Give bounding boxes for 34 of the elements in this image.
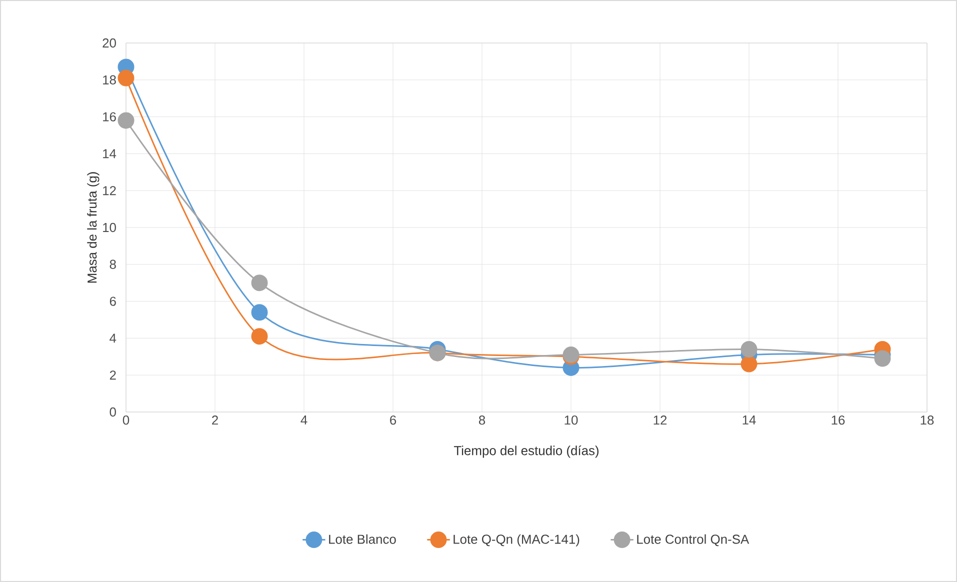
y-tick-label: 0 <box>110 407 116 417</box>
x-tick-label: 16 <box>832 416 845 425</box>
x-tick-label: 6 <box>390 416 396 425</box>
x-tick-label: 0 <box>122 416 130 425</box>
x-tick-label: 2 <box>212 416 218 425</box>
legend-label: Lote Blanco <box>329 534 396 544</box>
y-tick-label: 20 <box>102 38 116 48</box>
y-tick-label: 18 <box>103 75 116 84</box>
point <box>251 274 268 292</box>
legend-label: Lote Control Qn-SA <box>637 534 750 546</box>
y-tick-label: 16 <box>103 112 116 122</box>
y-tick-label: 2 <box>110 370 116 380</box>
x-tick-label: 18 <box>920 416 934 425</box>
y-tick-label: 4 <box>110 334 116 343</box>
y-tick-label: 12 <box>103 186 116 196</box>
x-tick-label: 4 <box>300 416 308 424</box>
point <box>251 328 268 345</box>
x-tick-label: 10 <box>564 416 578 425</box>
legend-label: Lote Q-Qn (MAC-141) <box>454 534 580 546</box>
point <box>118 70 134 86</box>
x-tick-label: 8 <box>478 416 486 425</box>
point <box>740 341 758 358</box>
point <box>251 304 268 321</box>
y-tick-label: 6 <box>110 296 116 306</box>
x-tick-label: 14 <box>742 416 756 424</box>
x-axis-title: Tiempo del estudio (días) <box>454 446 599 458</box>
point <box>118 112 134 129</box>
y-tick-label: 14 <box>103 149 116 158</box>
point <box>874 350 891 367</box>
x-tick-label: 12 <box>654 416 667 425</box>
point <box>740 356 758 372</box>
y-tick-label: 8 <box>110 260 116 269</box>
y-axis-title: Masa de la fruta (g) <box>87 172 100 283</box>
y-tick-label: 10 <box>103 222 116 232</box>
